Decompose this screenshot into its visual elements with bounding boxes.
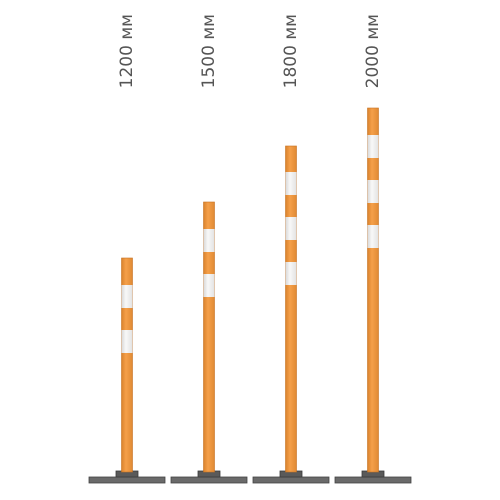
reflective-band — [285, 172, 297, 195]
reflective-band — [285, 262, 297, 285]
post — [285, 145, 297, 473]
height-label: 2000 мм — [363, 14, 383, 88]
reflective-band — [203, 274, 215, 297]
height-label: 1800 мм — [281, 14, 301, 88]
height-label: 1500 мм — [199, 14, 219, 88]
post — [367, 107, 379, 473]
reflective-band — [367, 180, 379, 203]
reflective-band — [367, 225, 379, 248]
base-plate — [252, 476, 330, 484]
reflective-band — [121, 330, 133, 353]
base-plate — [334, 476, 412, 484]
height-label: 1200 мм — [117, 14, 137, 88]
reflective-band — [285, 217, 297, 240]
reflective-band — [121, 285, 133, 308]
base-plate — [170, 476, 248, 484]
post — [121, 257, 133, 473]
post — [203, 201, 215, 473]
base-plate — [88, 476, 166, 484]
reflective-band — [367, 135, 379, 158]
reflective-band — [203, 229, 215, 252]
